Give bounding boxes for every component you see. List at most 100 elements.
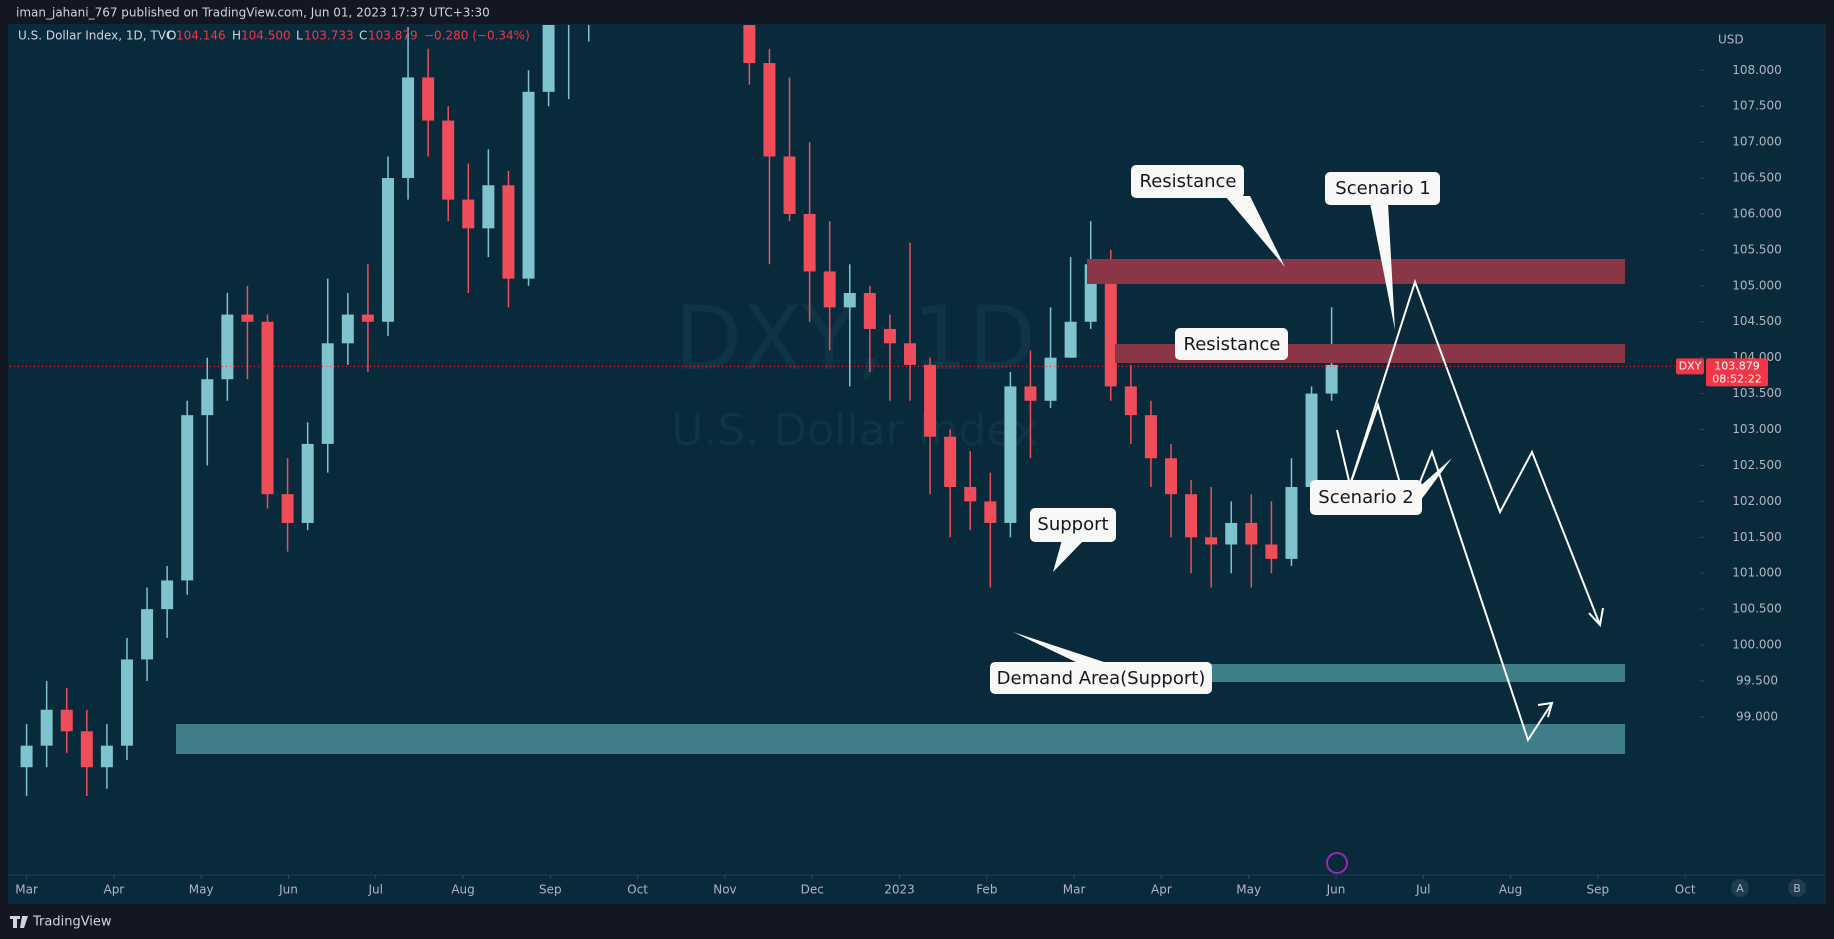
candle-body: [1325, 364, 1338, 394]
x-tick-label: Apr: [1151, 883, 1172, 897]
legend-symbol: U.S. Dollar Index, 1D, TVC: [18, 29, 174, 43]
legend-key: L: [296, 29, 303, 43]
scale-button[interactable]: [1731, 879, 1749, 897]
x-tick-label: May: [1236, 883, 1261, 897]
y-tick-label: 106.500: [1732, 171, 1782, 185]
price-tag: [1706, 358, 1768, 387]
candle-body: [783, 156, 796, 214]
candle-body: [803, 213, 816, 272]
legend-key: C: [359, 29, 367, 43]
callout-box: [1175, 328, 1288, 360]
candle-body: [863, 293, 876, 329]
y-tick-label: 107.000: [1732, 135, 1782, 149]
symbol-tag: [1676, 358, 1704, 375]
candle-body: [60, 709, 73, 732]
candle-body: [361, 314, 374, 322]
candle-body: [201, 379, 214, 416]
candle-body: [181, 415, 194, 581]
y-tick-label: 102.500: [1732, 458, 1782, 472]
x-tick-label: Nov: [713, 883, 736, 897]
candle-body: [100, 745, 113, 768]
candle-body: [40, 709, 53, 746]
x-tick-label: Jul: [368, 883, 383, 897]
currency: USD: [1718, 33, 1744, 47]
x-tick-label: Apr: [103, 883, 124, 897]
x-tick-label: Oct: [627, 883, 648, 897]
y-tick-label: 107.500: [1732, 99, 1782, 113]
scenario-1-path: [1336, 278, 1601, 626]
legend-value: 104.146: [176, 29, 226, 43]
legend-value: 103.733: [304, 29, 354, 43]
candle-body: [221, 314, 234, 380]
candle-body: [482, 185, 495, 229]
candle-body: [442, 120, 455, 200]
candle-body: [141, 609, 154, 660]
candle-body: [120, 659, 133, 746]
legend-value: 104.500: [241, 29, 291, 43]
candle-body: [763, 63, 776, 157]
callout: Support: [1030, 508, 1116, 542]
candle-body: [20, 745, 33, 768]
callout-text: Demand Area(Support): [997, 668, 1206, 689]
candle-body: [1245, 522, 1258, 545]
y-tick-label: 103.000: [1732, 422, 1782, 436]
callout: Demand Area(Support): [990, 662, 1212, 694]
candle-body: [1144, 415, 1157, 459]
x-tick-label: Dec: [801, 883, 824, 897]
candle-body: [1024, 386, 1037, 401]
watermark-name: U.S. Dollar Index: [671, 405, 1039, 456]
pane: [8, 24, 1826, 904]
y-tick-label: 101.000: [1732, 566, 1782, 580]
x-tick-label: Mar: [1063, 883, 1086, 897]
callout: Resistance: [1131, 165, 1244, 198]
candle-body: [381, 178, 394, 322]
legend: U.S. Dollar Index, 1D, TVC O 104.146 H 1…: [18, 29, 530, 43]
legend-change: −0.280 (−0.34%): [424, 29, 530, 43]
x-tick-label: Feb: [976, 883, 997, 897]
candle-body: [1044, 357, 1057, 401]
callout-text: Scenario 1: [1335, 178, 1430, 199]
candle-body: [883, 328, 896, 344]
candles: [20, 25, 1338, 796]
candle-body: [1165, 458, 1178, 495]
price-tag-value: 103.879: [1714, 359, 1760, 372]
legend-key: H: [232, 29, 241, 43]
candle-body: [1004, 386, 1017, 523]
callout: Scenario 1: [1325, 172, 1440, 205]
x-tick-label: Jun: [278, 883, 298, 897]
candle-body: [241, 314, 254, 322]
resistance-zone: [1087, 259, 1625, 284]
x-tick-label: Mar: [15, 883, 38, 897]
y-tick-label: 100.500: [1732, 602, 1782, 616]
callout-box: [1030, 508, 1116, 542]
scale-button[interactable]: [1788, 879, 1806, 897]
y-tick-label: 99.500: [1736, 674, 1778, 688]
candle-body: [80, 731, 93, 768]
candle-body: [944, 436, 957, 488]
scale-button-label[interactable]: A: [1736, 882, 1744, 895]
x-tick-label: Aug: [1499, 883, 1522, 897]
candle-body: [1225, 522, 1238, 545]
y-tick-label: 106.000: [1732, 206, 1782, 220]
candle-body: [1124, 386, 1137, 416]
candle-body: [964, 487, 977, 502]
symbol-tag-text: DXY: [1679, 359, 1702, 372]
scale-button-label[interactable]: B: [1793, 882, 1801, 895]
arrowhead: [1588, 607, 1604, 628]
candle-body: [1185, 494, 1198, 538]
arrowhead: [1537, 701, 1554, 718]
callout-text: Support: [1037, 514, 1108, 535]
x-tick-label: Sep: [1587, 883, 1610, 897]
candle-body: [984, 501, 997, 523]
y-tick-label: 105.500: [1732, 242, 1782, 256]
legend-key: O: [167, 29, 176, 43]
callout-tail: [1053, 540, 1084, 572]
callout-text: Resistance: [1184, 334, 1281, 355]
candle-body: [301, 443, 314, 523]
candle-body: [823, 271, 836, 308]
callout: Scenario 2: [1310, 480, 1422, 515]
candle-body: [1205, 537, 1218, 545]
callout-text: Scenario 2: [1318, 487, 1413, 508]
event-icon[interactable]: [1326, 852, 1348, 874]
